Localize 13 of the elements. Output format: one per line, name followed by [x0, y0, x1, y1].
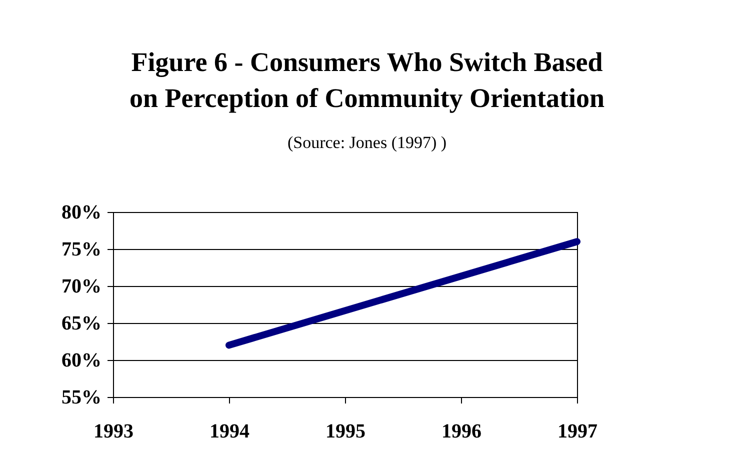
y-tick-label: 80% [62, 202, 102, 224]
x-tick-label: 1994 [210, 420, 250, 442]
chart-subtitle: (Source: Jones (1997) ) [287, 133, 447, 152]
x-tick-label: 1997 [558, 420, 598, 442]
y-tick-label: 75% [62, 238, 102, 260]
y-tick-label: 55% [62, 386, 102, 408]
chart-title: Figure 6 - Consumers Who Switch Based on Perception of Community Orientation [130, 47, 604, 113]
x-tick-label: 1996 [442, 420, 482, 442]
y-tick-label: 65% [62, 312, 102, 334]
x-tick-label: 1995 [326, 420, 366, 442]
y-tick-label: 70% [62, 276, 102, 298]
y-tick-label: 60% [62, 350, 102, 372]
x-tick-label: 1993 [94, 420, 134, 442]
